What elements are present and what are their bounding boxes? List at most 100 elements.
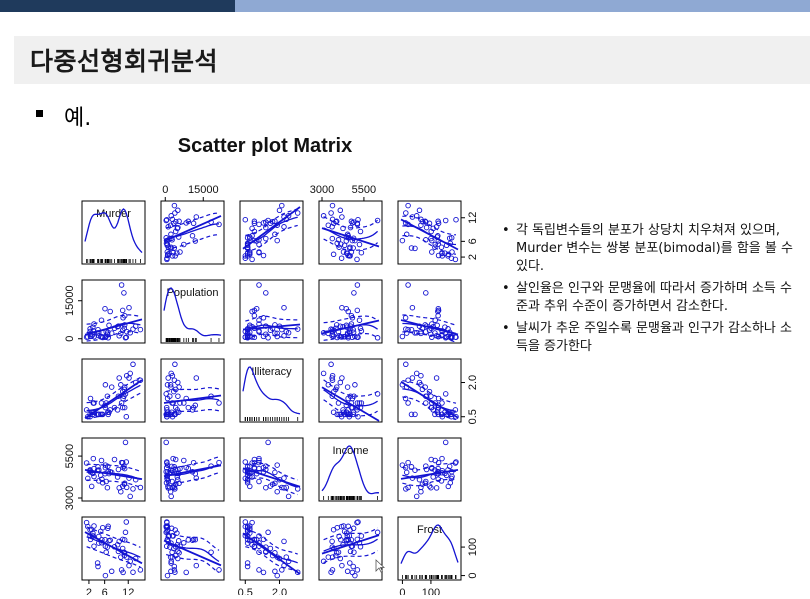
data-point (426, 483, 433, 489)
data-point (274, 330, 280, 337)
data-point (95, 464, 101, 470)
data-point (172, 527, 178, 533)
smoother-line (166, 464, 220, 476)
data-point (185, 404, 192, 411)
spread-lower-line (166, 553, 220, 574)
data-point (123, 519, 130, 525)
data-point (88, 483, 95, 490)
data-point (256, 249, 262, 255)
data-point (263, 463, 269, 469)
data-point (281, 538, 287, 545)
data-point (164, 252, 171, 259)
data-point (409, 375, 416, 381)
spread-lower-line (86, 479, 141, 488)
tick-label: 100 (422, 587, 440, 595)
data-point (402, 315, 409, 321)
tick-label: 6 (102, 587, 108, 595)
data-point (91, 543, 97, 549)
data-point (435, 402, 442, 409)
data-point (408, 464, 415, 470)
data-point (172, 361, 178, 368)
data-point (350, 563, 356, 570)
panel-frame (160, 437, 225, 502)
data-point (171, 567, 178, 573)
data-point (438, 332, 445, 339)
smoother-line (323, 227, 379, 240)
spread-lower-line (166, 409, 220, 414)
data-point (413, 370, 420, 377)
data-point (345, 536, 351, 543)
spread-upper-line (86, 314, 141, 325)
data-point (253, 305, 260, 312)
data-point (265, 529, 271, 536)
data-point (107, 407, 113, 413)
data-point (116, 375, 122, 381)
data-point (429, 321, 435, 327)
panel-frame (160, 516, 225, 581)
header-band-light (235, 0, 810, 12)
data-point (333, 218, 339, 225)
data-point (87, 326, 93, 332)
spread-lower-line (323, 399, 378, 417)
data-point (185, 218, 192, 225)
data-point (399, 237, 406, 244)
spread-lower-line (402, 234, 457, 255)
data-point (242, 519, 249, 525)
data-point (405, 377, 411, 383)
data-point (334, 240, 340, 247)
data-point (251, 218, 258, 225)
data-point (355, 413, 361, 420)
data-point (329, 372, 336, 379)
data-point (337, 207, 344, 214)
section-label: 예. (64, 106, 92, 131)
data-point (435, 305, 442, 312)
data-point (119, 404, 126, 411)
tick-label: 2.0 (272, 587, 287, 595)
data-point (412, 411, 418, 418)
smoother-line (402, 225, 457, 246)
data-point (452, 407, 459, 413)
data-point (173, 218, 179, 225)
panel-frame (397, 358, 462, 423)
data-point (175, 379, 181, 386)
data-point (91, 321, 97, 327)
panel-frame (81, 437, 146, 502)
data-point (130, 361, 136, 368)
data-point (285, 558, 292, 565)
data-point (274, 488, 280, 495)
data-point (249, 519, 255, 526)
data-point (338, 255, 345, 261)
data-point (99, 334, 106, 341)
data-point (244, 560, 251, 566)
data-point (403, 486, 409, 492)
data-point (251, 220, 258, 227)
data-point (335, 549, 342, 555)
data-point (173, 481, 179, 487)
notes-list: 각 독립변수들의 분포가 상당치 치우쳐져 있으며, Murder 변수는 쌍봉… (500, 222, 800, 360)
data-point (176, 218, 182, 225)
data-point (439, 455, 445, 462)
data-point (452, 334, 459, 340)
data-point (95, 563, 101, 570)
data-point (121, 537, 128, 543)
data-point (354, 519, 360, 526)
tick-label: 15000 (188, 184, 219, 196)
data-point (85, 523, 91, 530)
data-point (244, 235, 251, 241)
panel-frame (239, 437, 304, 502)
data-point (338, 241, 344, 247)
spread-lower-line (323, 333, 378, 341)
data-point (337, 379, 344, 386)
data-point (163, 439, 169, 446)
data-point (405, 202, 411, 209)
smoother-line (166, 397, 220, 403)
density-curve (163, 287, 222, 337)
data-point (167, 382, 174, 388)
spread-lower-line (166, 234, 220, 250)
linear-fit-line (400, 381, 459, 419)
data-point (449, 249, 455, 255)
panel-frame (81, 516, 146, 581)
spread-upper-line (166, 531, 220, 551)
spread-upper-line (402, 314, 457, 326)
data-point (169, 478, 175, 485)
